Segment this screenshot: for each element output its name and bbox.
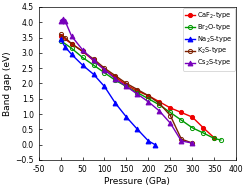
Cs$_2$S-type xyxy=(158,110,161,112)
Na$_2$S-type xyxy=(114,102,117,105)
Cs$_2$S-type xyxy=(180,140,183,142)
CaF$_2$-type xyxy=(169,107,172,109)
CaF$_2$-type xyxy=(213,137,216,139)
Cs$_2$S-type xyxy=(147,101,150,103)
Na$_2$S-type xyxy=(70,53,73,56)
Line: Na$_2$S-type: Na$_2$S-type xyxy=(58,37,157,147)
Br$_2$O-type xyxy=(125,85,128,88)
K$_2$S-type xyxy=(81,50,84,53)
Br$_2$O-type xyxy=(114,79,117,81)
Br$_2$O-type xyxy=(81,56,84,59)
Cs$_2$S-type xyxy=(63,20,66,22)
CaF$_2$-type xyxy=(81,50,84,53)
Na$_2$S-type xyxy=(125,116,128,118)
K$_2$S-type xyxy=(180,138,183,140)
Br$_2$O-type xyxy=(92,64,95,66)
Na$_2$S-type xyxy=(147,140,150,142)
Br$_2$O-type xyxy=(180,119,183,121)
CaF$_2$-type xyxy=(180,111,183,114)
CaF$_2$-type xyxy=(103,69,106,71)
Cs$_2$S-type xyxy=(114,78,117,80)
X-axis label: Pressure (GPa): Pressure (GPa) xyxy=(104,177,170,186)
Na$_2$S-type xyxy=(63,46,66,48)
Br$_2$O-type xyxy=(213,137,216,140)
K$_2$S-type xyxy=(169,114,172,117)
Cs$_2$S-type xyxy=(61,18,64,20)
CaF$_2$-type xyxy=(92,59,95,62)
Cs$_2$S-type xyxy=(81,49,84,51)
K$_2$S-type xyxy=(158,102,161,105)
Na$_2$S-type xyxy=(136,128,139,130)
K$_2$S-type xyxy=(63,36,66,39)
Br$_2$O-type xyxy=(219,139,222,141)
Line: K$_2$S-type: K$_2$S-type xyxy=(59,33,194,145)
Na$_2$S-type xyxy=(103,85,106,88)
Cs$_2$S-type xyxy=(136,93,139,95)
Br$_2$O-type xyxy=(70,47,73,49)
CaF$_2$-type xyxy=(136,90,139,92)
K$_2$S-type xyxy=(125,82,128,84)
Br$_2$O-type xyxy=(158,104,161,106)
CaF$_2$-type xyxy=(147,94,150,97)
Na$_2$S-type xyxy=(153,143,156,146)
Na$_2$S-type xyxy=(59,38,62,40)
Cs$_2$S-type xyxy=(169,122,172,124)
Cs$_2$S-type xyxy=(92,59,95,62)
Br$_2$O-type xyxy=(202,132,205,134)
K$_2$S-type xyxy=(59,33,62,36)
K$_2$S-type xyxy=(103,67,106,69)
Line: CaF$_2$-type: CaF$_2$-type xyxy=(59,34,216,140)
CaF$_2$-type xyxy=(202,127,205,129)
Legend: CaF$_2$-type, Br$_2$O-type, Na$_2$S-type, K$_2$S-type, Cs$_2$S-type: CaF$_2$-type, Br$_2$O-type, Na$_2$S-type… xyxy=(183,8,235,71)
Line: Br$_2$O-type: Br$_2$O-type xyxy=(59,39,223,142)
K$_2$S-type xyxy=(114,75,117,77)
Cs$_2$S-type xyxy=(70,35,73,37)
K$_2$S-type xyxy=(191,142,194,144)
Y-axis label: Band gap (eV): Band gap (eV) xyxy=(3,51,12,116)
Cs$_2$S-type xyxy=(103,69,106,71)
CaF$_2$-type xyxy=(191,116,194,118)
Br$_2$O-type xyxy=(136,91,139,94)
K$_2$S-type xyxy=(136,88,139,91)
Br$_2$O-type xyxy=(147,98,150,100)
Br$_2$O-type xyxy=(103,72,106,74)
Br$_2$O-type xyxy=(169,111,172,114)
Line: Cs$_2$S-type: Cs$_2$S-type xyxy=(58,17,195,146)
CaF$_2$-type xyxy=(114,76,117,78)
Cs$_2$S-type xyxy=(191,142,194,144)
CaF$_2$-type xyxy=(125,84,128,86)
K$_2$S-type xyxy=(70,43,73,45)
K$_2$S-type xyxy=(92,58,95,60)
CaF$_2$-type xyxy=(59,35,62,37)
Na$_2$S-type xyxy=(92,73,95,75)
Br$_2$O-type xyxy=(191,127,194,129)
CaF$_2$-type xyxy=(70,43,73,45)
K$_2$S-type xyxy=(147,94,150,97)
Na$_2$S-type xyxy=(81,64,84,66)
Cs$_2$S-type xyxy=(59,20,62,22)
CaF$_2$-type xyxy=(158,101,161,103)
Cs$_2$S-type xyxy=(125,85,128,88)
Br$_2$O-type xyxy=(59,40,62,42)
